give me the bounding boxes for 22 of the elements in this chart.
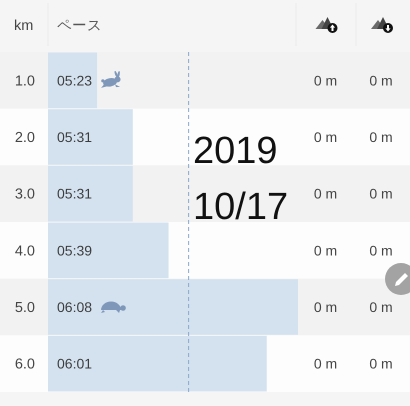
value-label: 05:31: [57, 129, 92, 145]
category-label: 6.0: [14, 356, 35, 373]
value-label: 0 m: [369, 129, 393, 145]
annotation: 10/17: [193, 186, 288, 228]
category-label: 4.0: [14, 243, 35, 260]
annotation: 2019: [193, 130, 278, 172]
ylabel: km: [14, 18, 34, 34]
category-label: 3.0: [14, 186, 35, 203]
value-label: 05:39: [57, 242, 92, 258]
category-label: 5.0: [14, 300, 35, 316]
value-label: 06:08: [57, 299, 92, 315]
value-label: 06:01: [57, 356, 92, 372]
value-label: 0 m: [369, 242, 393, 258]
value-label: 0 m: [369, 72, 393, 88]
value-label: 0 m: [369, 299, 393, 315]
value-label: 0 m: [369, 356, 393, 372]
category-label: 1.0: [14, 73, 35, 90]
value-label: 05:31: [57, 186, 92, 202]
xlabel: ペース: [57, 18, 102, 34]
category-label: 2.0: [14, 130, 35, 146]
value-label: 0 m: [369, 186, 393, 202]
value-label: 05:23: [57, 72, 92, 88]
